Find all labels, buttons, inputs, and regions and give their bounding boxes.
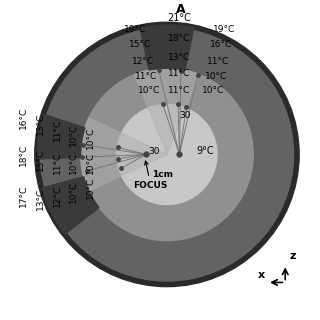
Text: 17°C: 17°C <box>19 185 28 207</box>
Circle shape <box>81 68 253 241</box>
Circle shape <box>117 104 217 204</box>
Text: 10°C: 10°C <box>202 86 224 95</box>
Wedge shape <box>42 177 99 234</box>
Text: 9°C: 9°C <box>196 147 214 156</box>
Text: 10°C: 10°C <box>69 181 78 203</box>
Text: 10°C: 10°C <box>69 124 78 146</box>
Text: 12°C: 12°C <box>132 57 154 66</box>
Circle shape <box>35 22 299 287</box>
Text: 30: 30 <box>179 111 191 120</box>
Text: z: z <box>289 251 296 261</box>
Text: 19°C: 19°C <box>124 25 146 34</box>
Text: 16°C: 16°C <box>19 107 28 129</box>
Text: 11°C: 11°C <box>207 57 229 66</box>
Text: 1cm: 1cm <box>152 170 173 179</box>
Text: 15°C: 15°C <box>129 40 152 49</box>
Wedge shape <box>81 118 167 191</box>
Text: 11°C: 11°C <box>135 72 157 81</box>
Text: 10°C: 10°C <box>69 152 78 174</box>
Text: 11°C: 11°C <box>52 118 61 140</box>
Text: 18°C: 18°C <box>19 143 28 165</box>
Text: 10°C: 10°C <box>204 72 227 81</box>
Text: 11°C: 11°C <box>52 152 61 174</box>
Wedge shape <box>135 68 199 155</box>
Text: 10°C: 10°C <box>86 127 95 149</box>
Text: 10°C: 10°C <box>86 152 95 174</box>
Wedge shape <box>140 25 194 70</box>
Text: 30: 30 <box>149 148 160 156</box>
Text: 19°C: 19°C <box>213 25 235 34</box>
Circle shape <box>40 28 293 281</box>
Text: 16°C: 16°C <box>210 40 232 49</box>
Text: 10°C: 10°C <box>86 177 95 199</box>
Text: FOCUS: FOCUS <box>133 161 168 190</box>
Text: 11°C: 11°C <box>168 86 191 95</box>
Text: 13°C: 13°C <box>36 188 45 210</box>
Text: 21°C: 21°C <box>168 13 191 23</box>
Text: 11°C: 11°C <box>168 69 191 78</box>
Text: 13°C: 13°C <box>168 52 191 61</box>
Text: x: x <box>257 270 265 280</box>
Wedge shape <box>37 115 85 159</box>
Text: 13°C: 13°C <box>36 113 45 135</box>
Text: 18°C: 18°C <box>168 35 191 44</box>
Text: A: A <box>176 3 186 16</box>
Text: 15°C: 15°C <box>36 149 45 171</box>
Text: 12°C: 12°C <box>52 185 61 207</box>
Text: 10°C: 10°C <box>138 86 160 95</box>
